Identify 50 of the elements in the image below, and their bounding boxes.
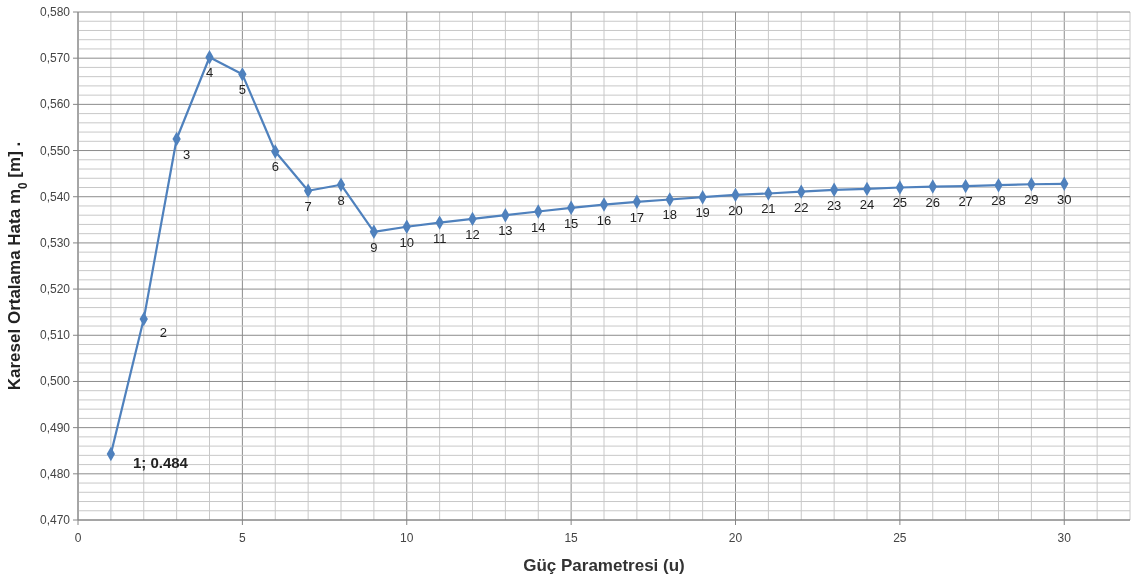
- annotation: 15: [563, 215, 579, 231]
- annotation: 8: [337, 192, 345, 208]
- annotation: 5: [238, 82, 246, 98]
- annotation: 9: [370, 239, 378, 255]
- annotation: 25: [892, 195, 908, 211]
- y-tick-label: 0,500: [39, 374, 71, 389]
- annotation: 16: [596, 212, 612, 228]
- y-tick-label: 0,580: [39, 5, 71, 19]
- x-tick-label: 0: [74, 531, 82, 545]
- y-tick-label: 0,550: [39, 143, 71, 158]
- annotation: 18: [662, 207, 677, 223]
- y-tick-label: 0,510: [39, 328, 71, 343]
- y-tick-label: 0,570: [39, 51, 71, 66]
- annotation: 1; 0.484: [132, 453, 189, 471]
- annotation: 23: [826, 197, 842, 213]
- y-tick-label: 0,540: [39, 189, 71, 204]
- annotation: 2: [159, 325, 167, 341]
- y-tick-label: 0,480: [39, 466, 71, 481]
- annotation: 3: [183, 147, 191, 162]
- annotation: 27: [958, 194, 973, 210]
- annotation: 24: [859, 196, 875, 212]
- x-tick-label: 20: [728, 531, 743, 545]
- annotation: 6: [271, 159, 279, 175]
- annotation: 14: [531, 219, 546, 235]
- annotation: 10: [399, 234, 414, 250]
- y-tick-label: 0,470: [39, 513, 71, 527]
- y-tick-label: 0,530: [39, 235, 71, 250]
- y-tick-label: 0,490: [39, 420, 71, 435]
- annotation: 21: [761, 201, 776, 217]
- annotation: 7: [304, 198, 312, 214]
- annotation: 20: [728, 202, 743, 218]
- y-tick-label: 0,560: [39, 97, 71, 112]
- annotation: 12: [465, 226, 480, 242]
- annotation: 17: [629, 209, 645, 225]
- annotation: 19: [695, 205, 710, 221]
- annotation: 4: [205, 65, 214, 81]
- x-axis-title: Güç Parametresi (u): [523, 556, 685, 575]
- y-tick-label: 0,520: [39, 282, 71, 297]
- x-tick-label: 15: [564, 531, 579, 545]
- annotation: 28: [991, 193, 1006, 209]
- x-tick-label: 30: [1057, 531, 1072, 545]
- annotation: 26: [925, 194, 940, 210]
- x-tick-label: 25: [893, 531, 907, 545]
- x-tick-label: 5: [239, 531, 247, 545]
- annotation: 22: [794, 199, 809, 215]
- annotation: 29: [1024, 192, 1039, 208]
- annotation: 11: [432, 230, 447, 246]
- annotation: 30: [1057, 191, 1072, 207]
- annotation: 13: [498, 223, 513, 239]
- x-tick-label: 10: [400, 531, 414, 545]
